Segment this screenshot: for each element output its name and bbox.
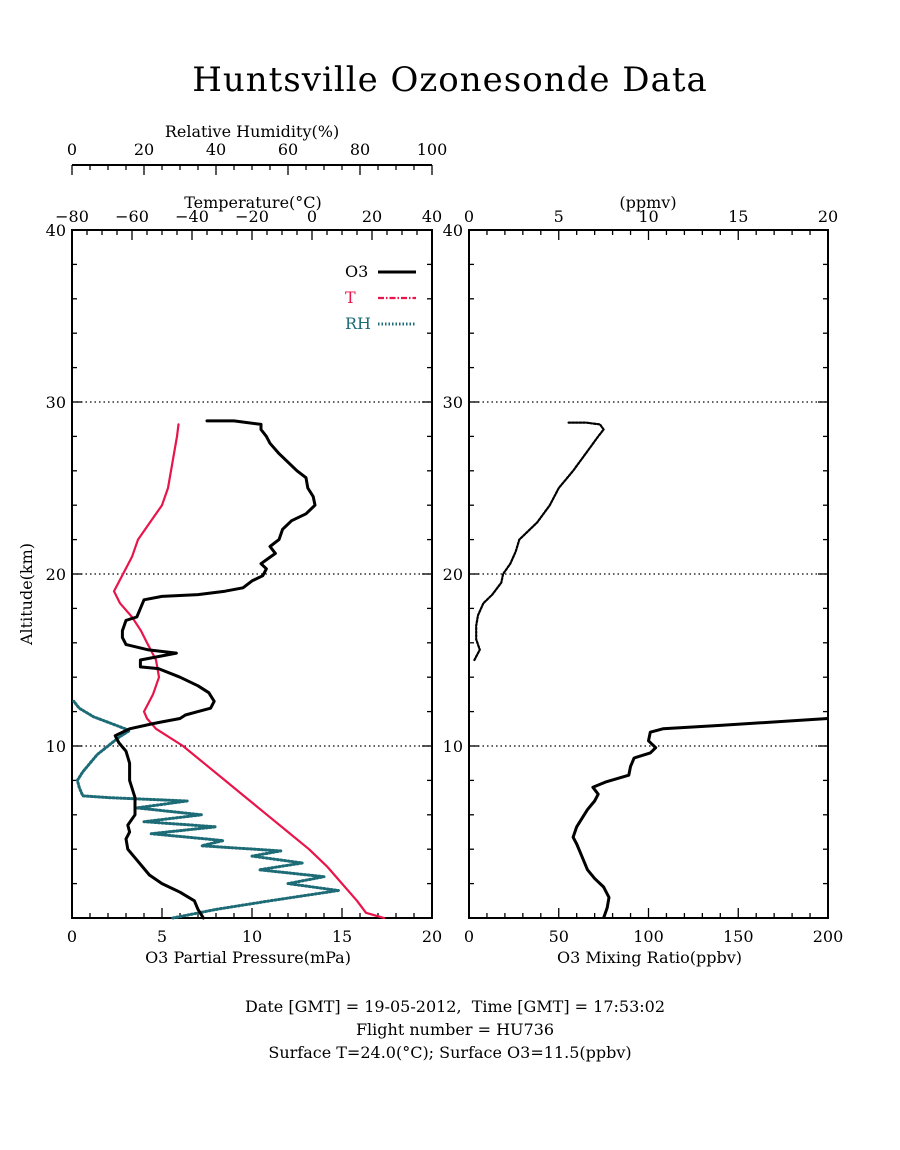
temperature-axis-tick-label: 20 [362, 207, 382, 226]
mixing-ratio-axis-tick-label: 50 [549, 927, 569, 946]
ppmv-axis-label: (ppmv) [619, 193, 676, 212]
footer-surface-values: Surface T=24.0(°C); Surface O3=11.5(ppbv… [268, 1043, 631, 1062]
mixing-ratio-axis-tick-label: 150 [723, 927, 754, 946]
rh-tick-label: 80 [350, 140, 370, 159]
mixing-ratio-axis-label: O3 Mixing Ratio(ppbv) [557, 948, 742, 967]
temperature-axis-tick-label: 0 [307, 207, 317, 226]
mixing-ratio-axis-tick-label: 0 [464, 927, 474, 946]
left-y-tick-label: 30 [46, 393, 66, 412]
rh-series-line [72, 699, 340, 920]
rh-tick-label: 20 [134, 140, 154, 159]
legend-rh-label: RH [345, 314, 371, 333]
rh-tick-label: 100 [417, 140, 448, 159]
y-axis-label: Altitude(km) [17, 543, 36, 646]
o3-axis-tick-label: 15 [332, 927, 352, 946]
left-y-tick-label: 20 [46, 565, 66, 584]
temperature-axis-tick-label: 40 [422, 207, 442, 226]
ppmv-axis-tick-label: 15 [728, 207, 748, 226]
left-panel: 10 20 30 40 Altitude(km) 0 5 10 15 20 O3 Partial P… [17, 122, 447, 967]
right-y-tick-label: 40 [443, 221, 463, 240]
temperature-axis-label: Temperature(°C) [184, 193, 322, 212]
rh-tick-label: 60 [278, 140, 298, 159]
ppmv-axis-tick-label: 10 [638, 207, 658, 226]
chart-title: Huntsville Ozonesonde Data [192, 60, 708, 100]
ppmv-axis-tick-label: 5 [554, 207, 564, 226]
rh-tick-label: 0 [67, 140, 77, 159]
o3-axis-label: O3 Partial Pressure(mPa) [145, 948, 351, 967]
right-y-tick-label: 10 [443, 737, 463, 756]
temperature-series-line [112, 423, 386, 920]
temperature-axis-tick-label: −40 [175, 207, 209, 226]
ppmv-axis-tick-label: 0 [464, 207, 474, 226]
mixing-ratio-ppbv-line [571, 717, 828, 918]
o3-axis-tick-label: 0 [67, 927, 77, 946]
rh-tick-label: 40 [206, 140, 226, 159]
o3-series-line [113, 419, 317, 920]
left-y-tick-label: 10 [46, 737, 66, 756]
right-y-tick-label: 20 [443, 565, 463, 584]
temperature-axis-tick-label: −20 [235, 207, 269, 226]
legend-temperature-label: T [345, 288, 356, 307]
right-y-tick-label: 30 [443, 393, 463, 412]
o3-axis-tick-label: 5 [157, 927, 167, 946]
footer-date-time: Date [GMT] = 19-05-2012, Time [GMT] = 17… [245, 997, 665, 1016]
temperature-axis-tick-label: −60 [115, 207, 149, 226]
o3-axis-tick-label: 20 [422, 927, 442, 946]
left-y-tick-label: 40 [46, 221, 66, 240]
legend-o3-label: O3 [345, 262, 368, 281]
ppmv-axis-tick-label: 20 [818, 207, 838, 226]
mixing-ratio-axis-tick-label: 100 [633, 927, 664, 946]
rh-axis-label: Relative Humidity(%) [165, 122, 339, 141]
footer-flight-number: Flight number = HU736 [356, 1020, 554, 1039]
o3-axis-tick-label: 10 [242, 927, 262, 946]
right-series-group [473, 421, 828, 918]
right-frame [468, 229, 829, 919]
mixing-ratio-axis-tick-label: 200 [813, 927, 844, 946]
temperature-axis-tick-label: −80 [55, 207, 89, 226]
mixing-ratio-ppmv-line [473, 421, 605, 662]
